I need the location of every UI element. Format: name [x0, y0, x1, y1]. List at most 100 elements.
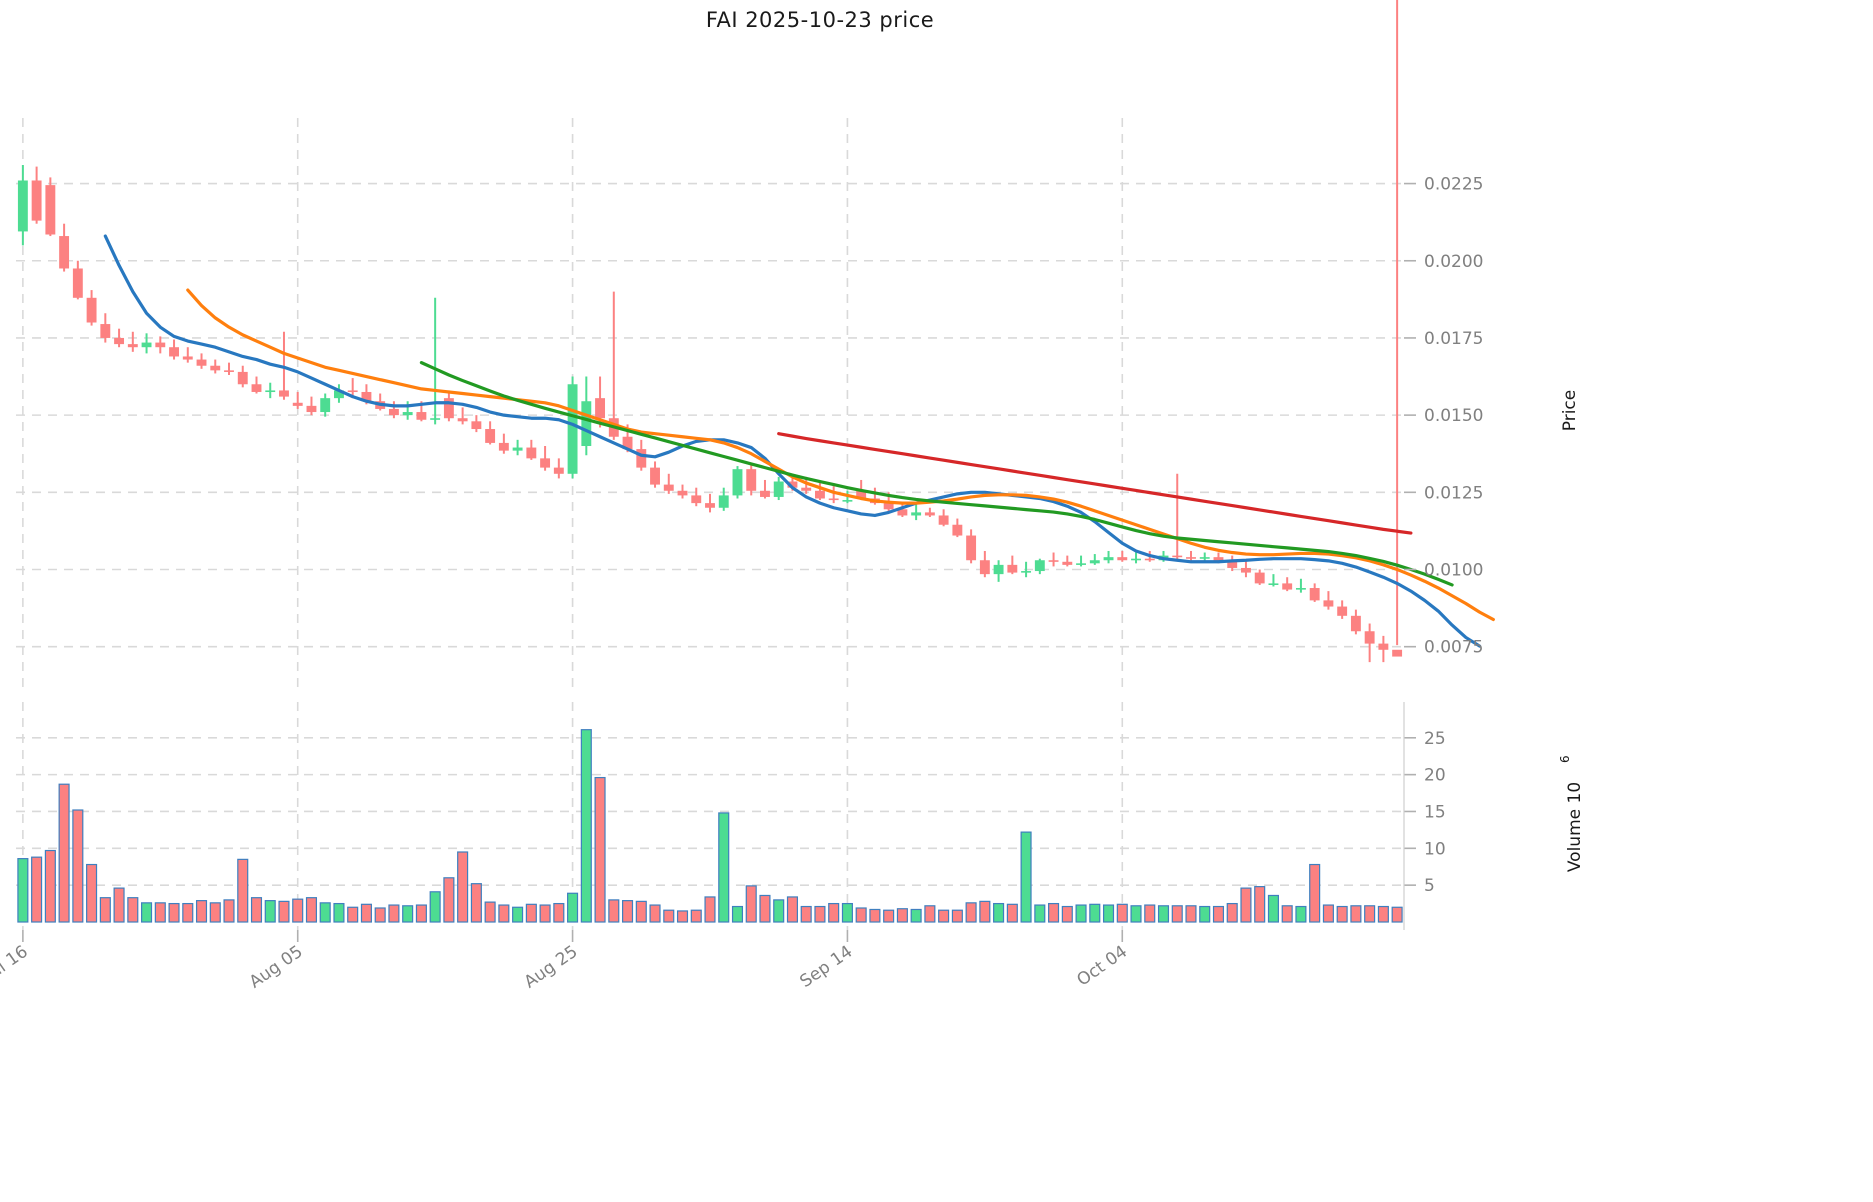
candle-body: [636, 449, 647, 468]
volume-bar: [1034, 904, 1046, 923]
volume-bar: [195, 900, 208, 923]
candle-body: [883, 503, 894, 510]
volume-bar: [1020, 831, 1032, 923]
candle-body: [1172, 555, 1183, 558]
volume-bar: [800, 905, 812, 923]
candle-body: [814, 490, 825, 499]
volume-bar: [539, 904, 551, 923]
candle-body: [801, 487, 812, 491]
candle-body: [59, 236, 70, 269]
candle-body: [155, 342, 166, 348]
volume-bar: [58, 783, 70, 923]
candle-body: [828, 498, 839, 501]
volume-bar: [333, 902, 345, 923]
candle-body: [540, 458, 551, 468]
volume-bar: [182, 902, 194, 923]
volume-axis-title: Volume 10 6: [1558, 755, 1585, 872]
volume-bars-layer: [17, 729, 1403, 923]
candle-body: [622, 436, 633, 450]
candle-body: [361, 391, 372, 402]
candlesticks-layer: [17, 0, 1403, 663]
volume-bar: [141, 902, 153, 923]
candle-body: [1186, 557, 1196, 559]
candle-body: [567, 384, 578, 474]
candle-body: [663, 484, 674, 491]
date-tick-label: Aug 25: [521, 942, 582, 993]
candle-body: [897, 509, 908, 516]
volume-bar: [1295, 905, 1307, 923]
volume-bar: [608, 899, 620, 923]
candle-body: [1199, 557, 1210, 559]
volume-bar: [1212, 905, 1225, 923]
volume-bar: [237, 858, 249, 923]
candle-body: [924, 512, 935, 516]
candle-body: [127, 344, 138, 348]
volume-bar: [1006, 903, 1018, 923]
volume-bar: [993, 902, 1005, 923]
volume-bar: [676, 910, 689, 923]
volume-bar: [1144, 904, 1156, 923]
volume-bar: [429, 891, 441, 923]
volume-bar: [127, 897, 139, 923]
volume-bar: [965, 902, 977, 923]
candle-body: [100, 324, 111, 338]
candle-body: [1021, 571, 1032, 573]
ma-line-ma-mid: [186, 288, 1495, 622]
candle-body: [388, 408, 399, 416]
ma-line-ma-short: [103, 234, 1482, 648]
volume-bar: [924, 905, 936, 923]
candle-body: [1062, 561, 1073, 565]
date-tick-label: Aug 05: [246, 942, 307, 993]
volume-bar: [649, 904, 661, 923]
candle-body: [279, 390, 289, 397]
candle-body: [1350, 615, 1361, 632]
volume-bar: [951, 909, 963, 923]
candle-body: [306, 405, 317, 413]
volume-bar: [1116, 903, 1128, 923]
volume-bar: [938, 909, 950, 923]
volume-bar: [704, 896, 716, 923]
volume-bar: [896, 908, 908, 923]
candle-body: [402, 412, 413, 416]
candle-body: [265, 390, 276, 393]
volume-bar: [1157, 905, 1170, 923]
volume-bar: [388, 904, 400, 923]
volume-bar: [1075, 904, 1087, 923]
price-tick-label: 0.0125: [1424, 483, 1483, 503]
candle-body: [1117, 557, 1128, 561]
price-tick-label: 0.0075: [1424, 638, 1483, 658]
moving-average-lines-layer: [103, 234, 1495, 648]
candle-body: [705, 503, 715, 508]
candle-body: [553, 467, 564, 474]
candle-body: [1144, 558, 1155, 561]
ma-line-ma-xlong: [777, 432, 1413, 535]
volume-bar: [415, 904, 427, 923]
volume-bar: [264, 900, 276, 923]
candle-body: [512, 447, 523, 451]
volume-bar: [457, 851, 469, 923]
volume-bar: [731, 905, 744, 923]
candle-body: [292, 402, 303, 406]
volume-tick-label: 25: [1424, 729, 1446, 749]
volume-bar: [553, 902, 565, 923]
volume-bar: [1309, 863, 1321, 923]
volume-axis-exponent: 6: [1558, 755, 1572, 763]
candle-body: [938, 515, 949, 525]
candle-body: [443, 398, 454, 419]
volume-bar: [484, 901, 496, 923]
candle-body: [210, 365, 221, 371]
volume-bar: [594, 776, 606, 923]
volume-bar: [759, 894, 771, 923]
volume-bar: [1364, 905, 1376, 923]
volume-bar: [869, 908, 881, 923]
volume-bar: [292, 898, 304, 923]
volume-bar: [443, 877, 455, 923]
volume-bar: [1061, 905, 1073, 923]
candle-body: [1007, 564, 1018, 573]
candle-body: [347, 390, 358, 393]
price-tick-label: 0.0200: [1424, 252, 1483, 272]
volume-bar: [319, 902, 331, 923]
volume-bar: [828, 902, 840, 923]
